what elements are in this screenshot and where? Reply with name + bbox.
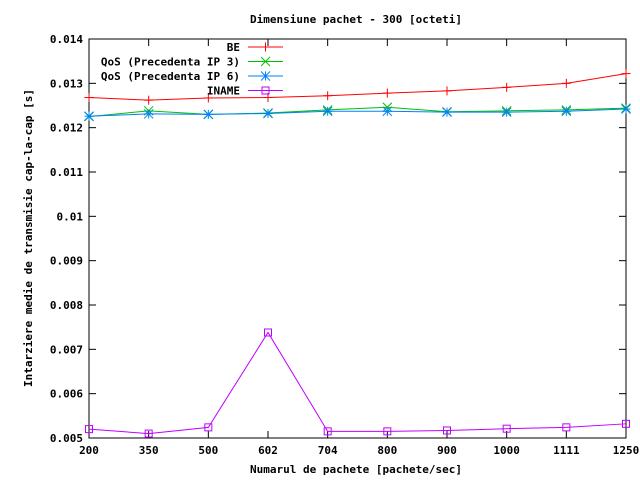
data-point [264, 328, 272, 337]
data-point [443, 426, 451, 435]
data-point [382, 106, 393, 117]
marker-square [261, 86, 270, 95]
marker-stroke [382, 106, 393, 117]
data-point [622, 419, 630, 428]
y-axis: 0.005 0.006 0.007 0.008 0.009 0.01 0.011 0.012 0… [50, 33, 626, 445]
x-tick-label: 602 [258, 444, 278, 457]
marker-square [562, 423, 571, 432]
data-point [561, 78, 571, 88]
marker-stroke [442, 107, 452, 118]
y-tick-label: 0.011 [50, 166, 83, 179]
x-tick-label: 350 [139, 444, 159, 457]
y-tick-label: 0.009 [50, 255, 83, 268]
series-line [88, 73, 627, 101]
data-point [204, 423, 213, 432]
marker-stroke [322, 106, 333, 117]
y-tick-label: 0.01 [57, 210, 84, 223]
data-point [621, 69, 631, 79]
data-point [203, 93, 213, 103]
chart-title: Dimensiune pachet - 300 [octeti] [250, 13, 462, 26]
marker-square [502, 424, 511, 433]
data-point [144, 95, 154, 105]
marker-square [383, 427, 392, 436]
marker-square [144, 429, 153, 438]
legend-label: QoS (Precedenta IP 3) [101, 56, 240, 69]
x-tick-label: 500 [198, 444, 218, 457]
marker-stroke [263, 108, 273, 119]
data-point [383, 427, 392, 436]
data-point [621, 104, 631, 114]
y-tick-label: 0.008 [50, 299, 83, 312]
x-tick-label: 900 [437, 444, 457, 457]
marker-stroke [260, 71, 271, 81]
marker-stroke [203, 109, 214, 120]
legend-label: QoS (Precedenta IP 6) [101, 70, 240, 83]
x-tick-label: 800 [377, 444, 397, 457]
x-tick-label: 1000 [493, 444, 520, 457]
marker-stroke [143, 109, 154, 119]
series-2 [84, 104, 631, 121]
data-point [323, 427, 332, 436]
data-point [442, 86, 452, 96]
plot-area-frame [88, 38, 627, 439]
marker-square [622, 419, 630, 428]
data-point [203, 109, 214, 120]
series-0 [84, 69, 631, 105]
data-point [261, 42, 270, 52]
marker-square [323, 427, 332, 436]
series-line [88, 108, 627, 117]
series-line [88, 331, 627, 435]
y-axis-label: Intarziere medie de transmisie cap-la-ca… [22, 89, 35, 387]
data-point [323, 91, 333, 101]
y-tick-label: 0.007 [50, 343, 83, 356]
data-point [144, 429, 153, 438]
x-tick-label: 1111 [553, 444, 580, 457]
data-point [84, 93, 94, 103]
data-point [260, 71, 271, 81]
x-tick-label: 1250 [613, 444, 640, 457]
data-point [442, 107, 452, 118]
x-axis: 200 350 500 602 704 800 900 1000 1111 1250 [79, 39, 639, 457]
series-3 [85, 328, 630, 438]
data-point [260, 56, 271, 67]
legend-label: INAME [207, 85, 240, 98]
x-tick-label: 704 [318, 444, 338, 457]
data-point [84, 111, 94, 121]
y-tick-label: 0.014 [50, 33, 83, 46]
data-point [263, 108, 273, 119]
data-point [561, 106, 572, 117]
marker-square [85, 425, 93, 434]
data-point [562, 423, 571, 432]
marker-stroke [501, 107, 512, 118]
data-point [143, 109, 154, 119]
marker-square [264, 328, 272, 337]
marker-square [443, 426, 451, 435]
x-axis-label: Numarul de pachete [pachete/sec] [250, 463, 462, 476]
x-tick-label: 200 [79, 444, 99, 457]
series-line [88, 106, 627, 118]
data-point [263, 93, 273, 103]
y-tick-label: 0.012 [50, 122, 83, 135]
marker-stroke [621, 104, 631, 114]
y-tick-label: 0.006 [50, 388, 83, 401]
data-point [502, 424, 511, 433]
series-layer [84, 69, 631, 438]
data-point [382, 88, 392, 98]
legend-label: BE [227, 41, 240, 54]
y-tick-label: 0.013 [50, 77, 83, 90]
marker-square [204, 423, 213, 432]
data-point [501, 107, 512, 118]
marker-stroke [84, 111, 94, 121]
data-point [322, 106, 333, 117]
data-point [502, 82, 512, 92]
data-point [85, 425, 93, 434]
legend: BE QoS (Precedenta IP 3)QoS (Precedenta I… [101, 41, 283, 98]
y-tick-label: 0.005 [50, 432, 83, 445]
marker-stroke [260, 56, 271, 67]
data-point [261, 86, 270, 95]
marker-stroke [561, 106, 572, 117]
